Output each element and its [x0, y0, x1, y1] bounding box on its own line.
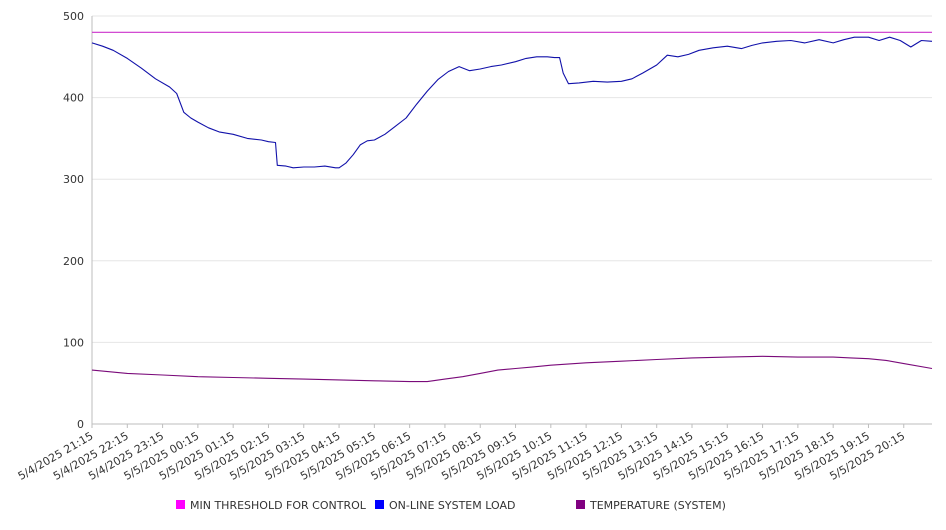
legend-label: TEMPERATURE (SYSTEM) [589, 499, 726, 512]
y-tick-label: 300 [63, 173, 84, 186]
y-tick-label: 200 [63, 255, 84, 268]
y-tick-labels: 0 100 200 300 400 500 [63, 10, 84, 431]
y-tick-label: 0 [77, 418, 84, 431]
series-lines [91, 31, 933, 383]
series-line-3 [91, 355, 933, 383]
legend: MIN THRESHOLD FOR CONTROL ON-LINE SYSTEM … [176, 499, 726, 512]
legend-swatch [375, 500, 384, 509]
legend-label: MIN THRESHOLD FOR CONTROL [190, 499, 367, 512]
legend-swatch [176, 500, 185, 509]
y-tick-label: 500 [63, 10, 84, 23]
legend-swatch [576, 500, 585, 509]
y-tick-label: 100 [63, 336, 84, 349]
y-tick-label: 400 [63, 92, 84, 105]
axes [91, 16, 932, 428]
grid-lines [92, 15, 932, 425]
series-line-2 [91, 36, 933, 169]
x-tick-labels: 5/4/2025 21:155/4/2025 22:155/4/2025 23:… [16, 429, 908, 483]
legend-label: ON-LINE SYSTEM LOAD [389, 499, 515, 512]
